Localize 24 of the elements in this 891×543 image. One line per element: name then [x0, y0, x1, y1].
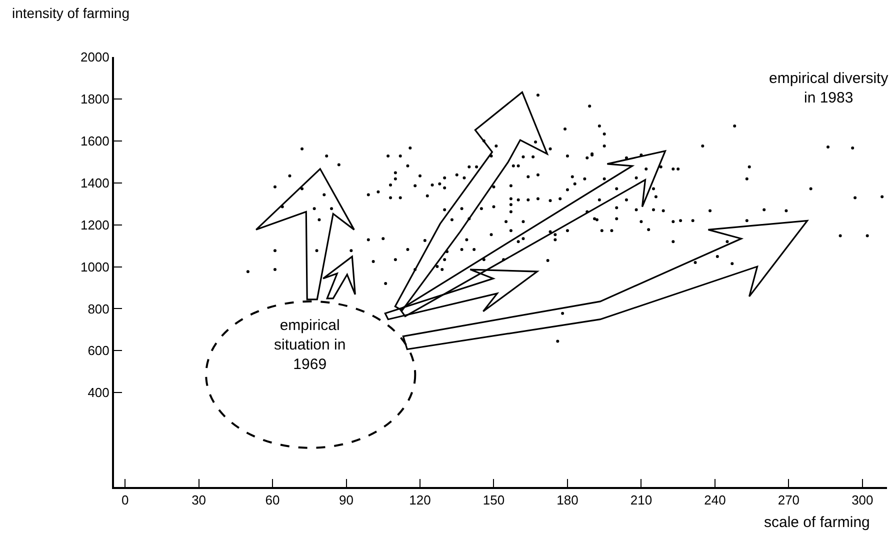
y-tick-label: 1800 [80, 92, 110, 106]
annotation: empirical situation in 1969 [274, 317, 346, 373]
y-tick-label: 400 [88, 385, 110, 400]
x-tick-label: 0 [121, 492, 129, 508]
y-tick-label: 1000 [80, 259, 110, 274]
x-tick-label: 180 [556, 492, 578, 508]
y-tick-label: 1600 [80, 133, 110, 148]
y-axis-title: intensity of farming [12, 5, 130, 21]
x-tick-label: 300 [852, 492, 874, 508]
annotation: empirical diversity in 1983 [769, 70, 889, 106]
x-tick-label: 60 [265, 492, 280, 508]
x-tick-label: 240 [704, 492, 726, 508]
x-tick-label: 210 [630, 492, 652, 508]
x-tick-label: 120 [409, 492, 431, 508]
x-axis-title: scale of farming [764, 514, 870, 531]
y-tick-label: 800 [88, 301, 110, 316]
y-tick-label: 1400 [80, 175, 110, 190]
x-tick-label: 150 [482, 492, 505, 508]
y-tick-label: 600 [88, 343, 110, 358]
x-tick-label: 30 [192, 492, 206, 508]
y-tick-label: 1200 [80, 217, 110, 232]
x-tick-label: 90 [339, 492, 354, 508]
x-tick-label: 270 [778, 492, 800, 508]
y-tick-label: 2000 [80, 50, 110, 65]
